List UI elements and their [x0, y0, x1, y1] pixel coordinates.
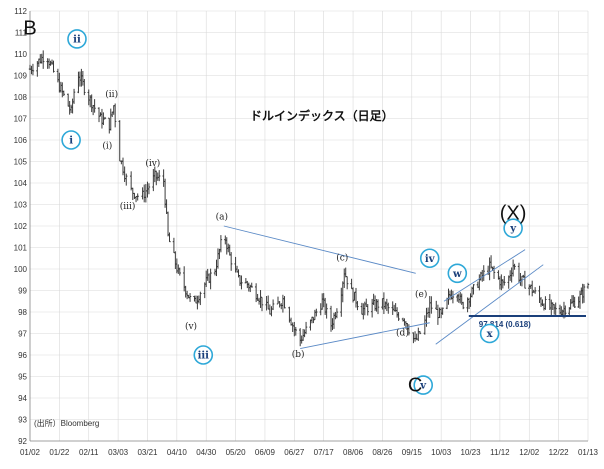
- wave-label: (b): [292, 349, 305, 360]
- x-tick-label: 05/20: [226, 448, 247, 457]
- wave-circle: [413, 375, 434, 395]
- circled-wave-label: ii: [73, 34, 81, 45]
- wave-label: (iv): [145, 158, 160, 169]
- wave-C-label: C: [408, 375, 422, 397]
- x-tick-label: 04/30: [196, 448, 217, 457]
- y-tick-label: 101: [14, 244, 28, 253]
- x-tick-label: 03/03: [108, 448, 129, 457]
- x-tick-label: 04/10: [167, 448, 188, 457]
- y-tick-label: 95: [18, 373, 27, 382]
- y-tick-label: 100: [14, 265, 28, 274]
- x-tick-label: 06/27: [284, 448, 305, 457]
- wave-label: (ii): [105, 89, 118, 100]
- x-tick-label: 08/06: [343, 448, 364, 457]
- circled-wave-label: v: [419, 381, 427, 392]
- grid: [29, 10, 589, 442]
- circled-wave-label: y: [509, 224, 517, 235]
- x-tick-label: 10/23: [461, 448, 482, 457]
- wave-label: (c): [336, 252, 348, 263]
- circled-wave-label: w: [452, 269, 462, 280]
- x-tick-label: 01/22: [49, 448, 70, 457]
- wave-circle: [447, 263, 468, 284]
- y-tick-label: 93: [18, 416, 27, 425]
- x-tick-label: 01/02: [20, 448, 41, 457]
- y-tick-label: 105: [14, 158, 28, 167]
- y-tick-label: 94: [18, 394, 27, 403]
- channel-lower-line: [435, 264, 544, 345]
- y-tick-label: 98: [18, 308, 27, 317]
- x-tick-label: 06/09: [255, 448, 276, 457]
- x-tick-label: 03/21: [137, 448, 158, 457]
- price-bars: [28, 50, 590, 347]
- annotations: 97.814 (0.618) (i) (ii) (iii) (iv) (v) (a) (b) (…: [23, 18, 531, 397]
- y-tick-label: 99: [18, 287, 27, 296]
- y-tick-label: 96: [18, 351, 27, 360]
- circled-wave-label: iv: [425, 254, 436, 265]
- wave-circle: [193, 345, 214, 365]
- triangle-upper-line: [223, 225, 416, 274]
- x-tick-label: 12/02: [519, 448, 540, 457]
- source-note: (出所）Bloomberg: [34, 418, 99, 428]
- y-tick-label: 107: [14, 115, 28, 124]
- x-tick-label: 01/13: [578, 448, 599, 457]
- y-tick-label: 92: [18, 437, 27, 446]
- triangle-lower-line: [300, 322, 430, 349]
- x-tick-label: 11/12: [490, 448, 510, 457]
- wave-circle: [503, 218, 523, 238]
- y-tick-label: 110: [14, 50, 27, 59]
- x-tick-label: 12/22: [549, 448, 570, 457]
- wave-label: (d): [396, 328, 409, 339]
- y-tick-label: 102: [14, 222, 28, 231]
- y-tick-label: 112: [14, 7, 27, 16]
- chart-title: ドルインデックス（日足）: [250, 108, 394, 123]
- x-tick-label: 08/26: [372, 448, 393, 457]
- y-tick-label: 97: [18, 330, 27, 339]
- circled-wave-label: iii: [198, 351, 210, 362]
- y-tick-label: 103: [14, 201, 28, 210]
- y-tick-label: 111: [15, 29, 28, 38]
- wave-label: (a): [216, 212, 228, 223]
- y-tick-label: 109: [14, 72, 28, 81]
- wave-label: (v): [185, 321, 197, 332]
- wave-label: (e): [415, 289, 427, 300]
- x-tick-label: 07/17: [314, 448, 335, 457]
- circled-wave-label: i: [69, 136, 73, 147]
- fib-level-label: 97.814 (0.618): [479, 320, 531, 329]
- wave-circle: [61, 130, 81, 150]
- x-tick-label: 10/03: [431, 448, 452, 457]
- wave-label: (iii): [120, 201, 136, 212]
- axes: 92 93 94 95 96 97 98 99 100 101 102 103 104 105 106 107…: [14, 7, 599, 457]
- wave-circle: [67, 29, 87, 49]
- wave-circle: [479, 323, 500, 344]
- wave-X-label: (X): [500, 203, 527, 225]
- wave-B-label: B: [23, 18, 36, 40]
- channel-upper-line: [443, 249, 526, 302]
- y-tick-label: 104: [14, 179, 28, 188]
- trendlines: [223, 225, 586, 349]
- circled-wave-label: x: [487, 329, 494, 340]
- x-tick-label: 09/15: [402, 448, 423, 457]
- x-tick-label: 02/11: [79, 448, 99, 457]
- wave-circle: [419, 248, 440, 269]
- y-tick-label: 106: [14, 136, 28, 145]
- wave-label: (i): [102, 141, 112, 152]
- y-tick-label: 108: [14, 93, 28, 102]
